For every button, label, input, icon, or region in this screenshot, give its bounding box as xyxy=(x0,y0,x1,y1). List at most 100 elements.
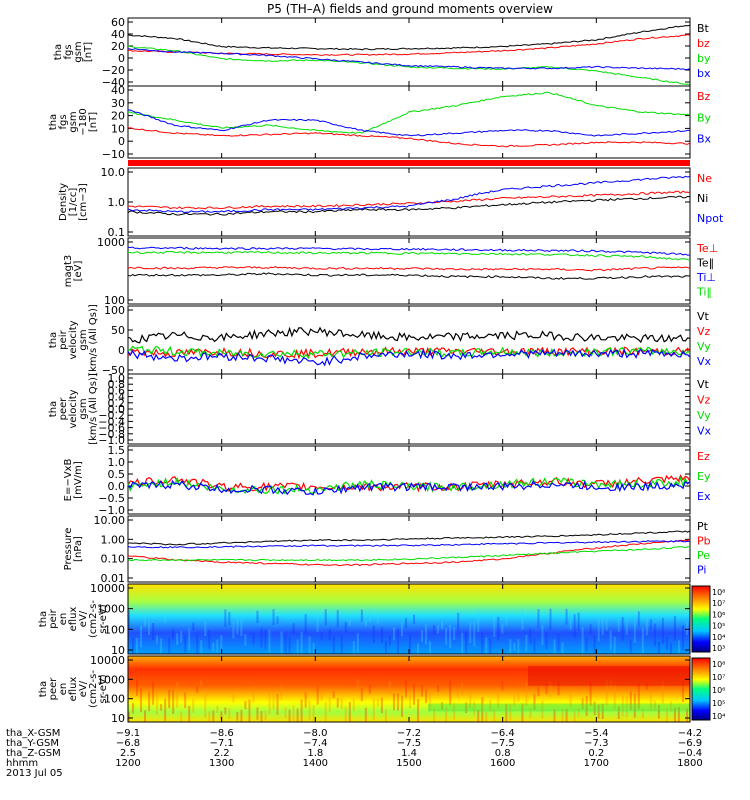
y-tick-label: 10 xyxy=(111,122,125,135)
y-tick-label: 0.1 xyxy=(108,226,126,239)
spectrogram-texture xyxy=(473,701,476,716)
y-axis-label-line: eV/ xyxy=(78,680,89,697)
legend-entry: Bz xyxy=(697,90,711,103)
spectrogram-texture xyxy=(593,701,596,716)
spectrogram-texture xyxy=(344,706,347,722)
spectrogram-texture xyxy=(605,617,608,631)
panel-6: 1.00.80.60.40.20.0−0.2−0.4−0.6−0.8−1.0th… xyxy=(48,372,712,447)
y-axis-label-line: tha xyxy=(48,114,59,130)
ephemeris-value: 1800 xyxy=(677,758,702,769)
y-axis-label-line: tha xyxy=(53,44,64,60)
spectrogram-texture xyxy=(280,684,283,700)
spectrogram-texture xyxy=(308,700,311,721)
spectrogram-texture xyxy=(685,621,688,635)
spectrogram-texture xyxy=(545,632,548,650)
legend-entry: bz xyxy=(697,37,710,50)
colorbar-tick-label: 10⁴ xyxy=(712,712,725,721)
y-tick-label: −40 xyxy=(102,76,125,89)
y-tick-label: −0.2 xyxy=(98,409,125,422)
spectrogram-texture xyxy=(232,621,235,639)
series-line-Ti⊥ xyxy=(127,246,691,256)
spectrogram-texture xyxy=(220,635,223,654)
spectrogram-texture xyxy=(308,636,311,654)
y-axis-label-line: eflux xyxy=(68,607,79,632)
y-axis-label-line: Pressure xyxy=(63,528,74,571)
spectrogram-texture xyxy=(376,698,379,707)
spectrogram-texture xyxy=(557,634,560,652)
spectrogram-texture xyxy=(284,707,287,719)
ephemeris-value: −7.1 xyxy=(210,738,234,749)
legend-entry: Ey xyxy=(697,470,711,483)
spectrogram-texture xyxy=(449,624,452,648)
series-line-Pe xyxy=(127,546,691,562)
y-axis-label-line: (cm2-s- xyxy=(88,600,99,638)
spectrogram-texture xyxy=(517,690,520,703)
y-axis-label: tha peer en eflux eV/(cm2-s-sr-eV) xyxy=(38,670,109,708)
spectrogram-texture xyxy=(192,699,195,713)
spectrogram-texture xyxy=(601,703,604,720)
spectrogram-texture xyxy=(601,617,604,636)
spectrogram-texture xyxy=(605,679,608,706)
spectrogram-texture xyxy=(509,639,512,654)
y-axis-label-line: peer xyxy=(58,397,69,421)
spectrogram-texture xyxy=(328,697,331,712)
y-axis-label-line: peer xyxy=(48,677,59,701)
spectrogram-texture xyxy=(256,610,259,624)
y-tick-label: 1.5 xyxy=(108,444,126,457)
spectrogram-texture xyxy=(228,708,231,719)
colorbar-tick-label: 10⁷ xyxy=(712,599,725,608)
spectrogram-texture xyxy=(441,621,444,630)
series-line-Ez xyxy=(127,474,691,493)
spectrogram-texture xyxy=(445,628,448,645)
spectrogram-texture xyxy=(360,609,363,622)
y-axis-label-line: (cm2-s- xyxy=(88,670,99,708)
spectrogram-texture xyxy=(453,702,456,720)
spectrogram-texture xyxy=(288,709,291,722)
ephemeris-value: −7.2 xyxy=(397,728,421,739)
y-axis-label-line: fgs xyxy=(63,44,74,59)
spectrogram-texture xyxy=(657,641,660,654)
colorbar-tick-label: 10⁷ xyxy=(712,673,725,682)
y-tick-label: 10.0 xyxy=(101,166,126,179)
y-axis-label-line: velocity xyxy=(68,320,79,359)
spectrogram-texture xyxy=(597,617,600,642)
spectrogram-texture xyxy=(132,703,135,714)
y-tick-label: 0.8 xyxy=(108,378,126,391)
y-axis-label-line: gsm xyxy=(68,111,79,132)
spectrogram-texture xyxy=(501,681,504,691)
spectrogram-texture xyxy=(152,681,155,705)
legend-entry: Vy xyxy=(697,340,711,353)
spectrogram-texture xyxy=(485,711,488,722)
y-tick-label: 20 xyxy=(111,40,125,53)
y-tick-label: −0.4 xyxy=(98,415,125,428)
spectrogram-texture xyxy=(585,637,588,652)
y-axis-label-line: eV/ xyxy=(78,610,89,627)
spectrogram-texture xyxy=(348,701,351,722)
spectrogram-texture xyxy=(493,615,496,637)
ephemeris-value: −5.4 xyxy=(584,728,608,739)
y-tick-label: 1.0 xyxy=(108,372,126,385)
spectrogram-texture xyxy=(404,618,407,628)
y-tick-label: 50 xyxy=(111,324,125,337)
spectrogram-texture xyxy=(445,706,448,722)
legend-entry: Pe xyxy=(697,549,710,562)
spectrogram-texture xyxy=(284,633,287,654)
spectrogram-texture xyxy=(681,625,684,651)
colorbar xyxy=(691,657,711,721)
spectrogram-texture xyxy=(497,687,500,709)
spectrogram-texture xyxy=(304,614,307,635)
y-axis-label: magt3 [eV] xyxy=(63,255,84,288)
spectrogram-texture xyxy=(392,693,395,711)
spectrogram-texture xyxy=(144,615,147,627)
panel-frame xyxy=(127,445,691,515)
y-axis-label: Pressure [nPa] xyxy=(63,528,84,571)
y-axis-label-line: [km/s (All Qs)] xyxy=(88,304,99,376)
spectrogram-texture xyxy=(481,632,484,654)
spectrogram-texture xyxy=(497,616,500,641)
y-tick-label: 0.2 xyxy=(108,397,126,410)
spectrogram-texture xyxy=(164,698,167,721)
spectrogram-texture xyxy=(537,609,540,628)
spectrogram-texture xyxy=(364,619,367,627)
y-tick-label: 0 xyxy=(118,344,125,357)
colorbar-tick-label: 10⁴ xyxy=(712,633,725,642)
